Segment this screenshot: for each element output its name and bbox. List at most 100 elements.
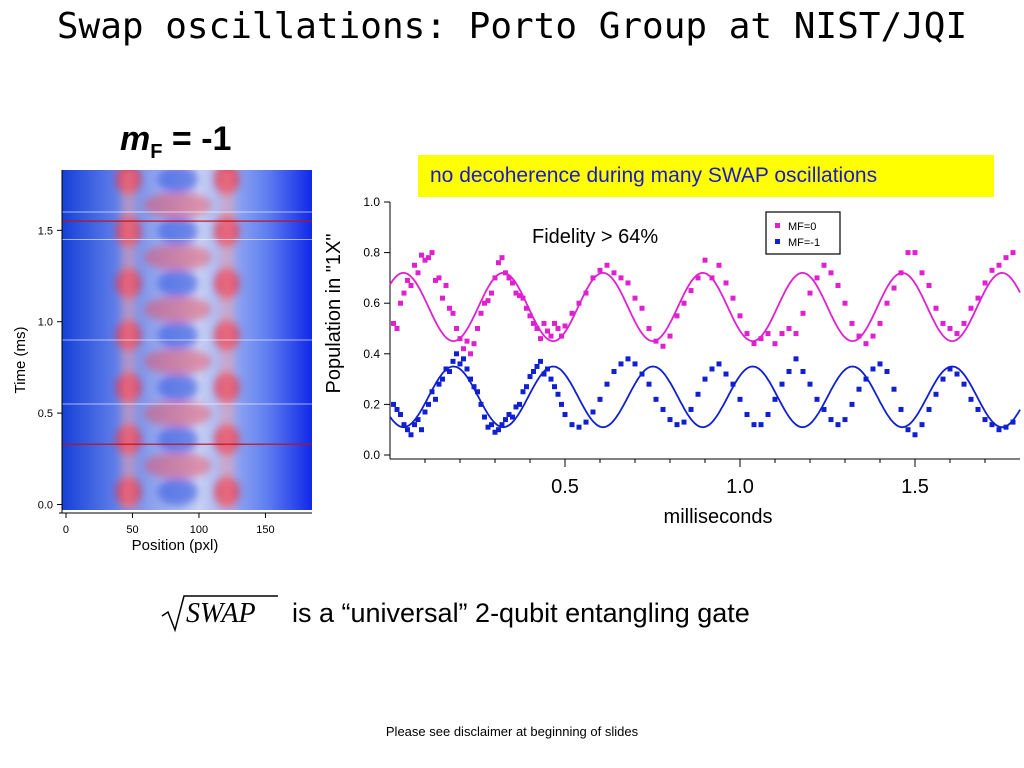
data-point [737, 396, 743, 402]
data-point [524, 384, 529, 390]
data-point [534, 326, 540, 331]
heatmap-y-tick-label: 1.0 [38, 317, 53, 329]
data-point [765, 331, 771, 337]
data-point [996, 262, 1002, 268]
data-point [807, 381, 813, 387]
data-point [534, 363, 540, 369]
x-axis-label: milliseconds [664, 506, 773, 528]
y-axis-label: Population in "1X" [323, 234, 345, 394]
data-point [828, 417, 834, 423]
data-point [468, 351, 473, 357]
data-point [947, 366, 953, 372]
data-point [461, 356, 466, 362]
data-point [786, 369, 792, 375]
data-point [660, 406, 666, 412]
data-point [489, 290, 494, 296]
heatmap-y-tick-label: 0.0 [38, 500, 53, 512]
heatmap-image [62, 170, 312, 510]
data-point [426, 255, 431, 261]
data-point [520, 389, 526, 395]
data-point [391, 401, 396, 407]
data-point [709, 366, 715, 372]
data-point [947, 326, 953, 331]
data-point [590, 409, 596, 415]
data-point [454, 326, 459, 331]
data-point [482, 414, 487, 420]
oscillation-axes: 0.0 0.2 0.4 0.6 0.8 1.0 0.5 1.0 1.5 milliseconds P… [323, 195, 1020, 528]
data-point [443, 282, 449, 288]
fit-curves [389, 272, 1021, 429]
data-point [905, 250, 911, 256]
data-point [1010, 250, 1016, 256]
legend-entry: MF=0 [788, 221, 816, 233]
data-point [499, 255, 505, 261]
data-point [702, 376, 708, 382]
data-point [398, 300, 403, 306]
data-point [569, 422, 575, 428]
data-point [513, 404, 519, 410]
data-point [961, 381, 967, 387]
data-point [401, 422, 407, 428]
data-point [940, 320, 946, 326]
data-point [814, 396, 820, 402]
y-tick-label: 0.8 [363, 246, 380, 260]
slide-title: Swap oscillations: Porto Group at NIST/J… [56, 6, 968, 47]
data-point [856, 386, 862, 392]
data-point [744, 412, 750, 418]
fidelity-annotation: Fidelity > 64% [532, 226, 658, 248]
data-point [926, 406, 932, 412]
sqrt-radical-icon [161, 595, 278, 633]
heatmap-title: mF = -1 [120, 120, 231, 164]
data-point [772, 396, 778, 402]
data-point [912, 250, 918, 256]
data-point [758, 422, 764, 428]
data-point [447, 369, 452, 375]
data-point [618, 275, 624, 281]
data-point [394, 326, 400, 331]
data-point [968, 305, 974, 311]
data-point [527, 374, 533, 380]
data-point [604, 262, 610, 268]
data-point [842, 300, 848, 306]
data-point [422, 409, 428, 415]
data-point [496, 260, 501, 266]
data-point [583, 290, 589, 296]
data-point [877, 361, 883, 367]
x-tick-label: 0.5 [551, 476, 579, 498]
data-point [433, 277, 438, 283]
heatmap-y-tick-label: 1.5 [38, 225, 53, 237]
data-point [674, 422, 680, 428]
data-point [898, 270, 904, 276]
gate-statement: is a “universal” 2-qubit entangling gate [292, 598, 750, 628]
data-point [576, 424, 582, 430]
heatmap-x-tick-label: 150 [256, 524, 274, 536]
data-point [632, 295, 638, 301]
data-point [639, 371, 645, 377]
data-point [419, 427, 424, 433]
data-point [968, 396, 974, 402]
data-point [485, 424, 491, 430]
data-point [468, 376, 473, 382]
data-point [856, 333, 862, 339]
data-point [695, 391, 701, 397]
data-point [807, 290, 813, 296]
data-point [877, 320, 883, 326]
oscillation-chart: 0.0 0.2 0.4 0.6 0.8 1.0 0.5 1.0 1.5 milliseconds P… [323, 195, 1021, 528]
data-point [552, 384, 557, 390]
data-point [723, 280, 729, 286]
data-point [541, 320, 547, 326]
data-point [611, 369, 617, 375]
data-point [415, 270, 421, 276]
data-point [541, 371, 547, 377]
data-point [940, 376, 946, 382]
data-point [499, 422, 505, 428]
data-point [723, 371, 729, 377]
data-point [975, 406, 981, 412]
data-point [639, 305, 645, 311]
data-point [695, 275, 701, 281]
data-point [492, 429, 498, 435]
data-point [898, 406, 904, 412]
data-point [730, 381, 736, 387]
legend-marker [775, 223, 780, 228]
data-point [569, 310, 575, 316]
